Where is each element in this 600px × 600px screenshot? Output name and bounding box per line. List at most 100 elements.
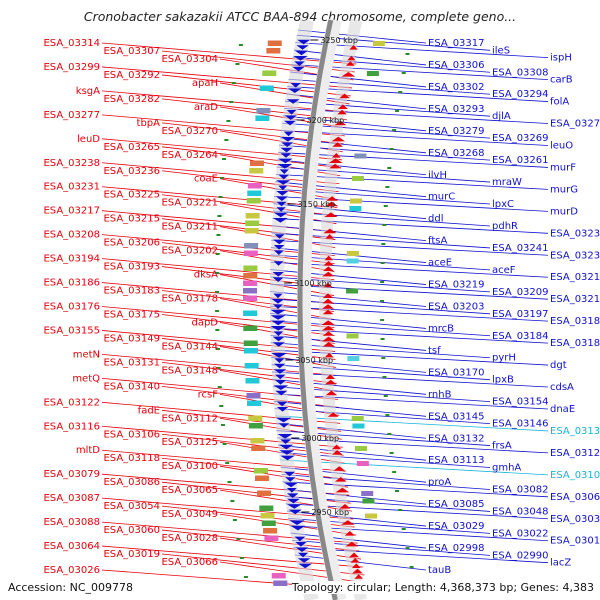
feature-marker [215,272,220,274]
label-connector [282,115,427,132]
forward-gene-label: ddl [428,214,443,225]
tick-label: 3100 kbp [294,279,332,288]
forward-gene-label: murF [550,162,576,173]
reverse-gene-label: ESA_03206 [103,238,160,249]
forward-gene-label: ESA_03279 [428,126,485,137]
reverse-gene-mark [322,271,335,277]
gene-labels: ESA_03314ESA_03307ESA_03304ESA_03299ESA_… [43,38,600,576]
reverse-gene-label: ESA_03026 [43,565,100,576]
forward-gene-mark [277,434,293,439]
label-connector [219,513,357,536]
forward-gene-mark [284,120,296,126]
label-connector [285,503,549,520]
reverse-gene-mark [332,142,343,147]
forward-gene-mark [273,261,284,266]
reverse-gene-label: ESA_03292 [103,70,160,81]
feature-marker [383,205,388,207]
forward-gene-mark [284,115,297,120]
annotation-block [361,491,374,496]
forward-gene-label: ESA_03029 [428,521,485,532]
annotation-block [364,513,377,519]
reverse-gene-mark [322,309,334,315]
label-connector [286,93,427,110]
label-connector [219,561,367,584]
forward-gene-mark [297,558,311,563]
forward-gene-label: carB [550,75,573,86]
forward-gene-label: lpxB [492,375,514,386]
reverse-gene-mark [326,196,338,201]
label-connector [277,437,549,454]
reverse-gene-label: ESA_03307 [103,46,160,57]
label-connector [274,195,549,212]
label-connector [270,349,549,366]
label-connector [275,181,427,198]
reverse-gene-mark [324,201,339,207]
reverse-gene-mark [324,212,338,217]
reverse-gene-mark [323,266,334,271]
forward-gene-mark [278,174,290,180]
reverse-gene-mark [322,342,335,347]
forward-gene-mark [286,110,297,115]
reverse-gene-mark [347,55,356,61]
forward-gene-label: ESA_03129 [550,448,600,459]
label-connector [297,29,427,44]
reverse-gene-label: araD [194,102,218,113]
forward-gene-mark [280,439,292,444]
label-connector [277,444,427,461]
reverse-gene-label: ESA_03264 [161,150,218,161]
feature-marker [220,424,225,426]
label-connector [101,401,341,424]
forward-gene-label: ESA_03132 [428,433,485,444]
reverse-gene-label: ESA_03231 [43,182,100,193]
annotation-block [243,288,258,294]
label-connector [101,521,358,544]
label-connector [275,173,549,190]
reverse-gene-mark [341,520,355,525]
annotation-block [246,393,261,399]
reverse-gene-label: ESA_03215 [103,214,160,225]
reverse-gene-label: ESA_03178 [161,294,218,305]
feature-marker [215,329,220,331]
feature-marker [398,509,403,511]
reverse-gene-mark [334,477,347,482]
forward-gene-label: ESA_03145 [428,411,485,422]
reverse-gene-mark [325,234,334,239]
forward-gene-mark [270,315,286,320]
feature-marker [392,471,397,473]
forward-gene-label: ESA_03048 [492,506,549,517]
forward-gene-mark [276,207,286,212]
label-connector [101,162,340,185]
label-connector [219,537,362,560]
forward-gene-label: ESA_03237 [550,228,600,239]
reverse-gene-label: fadE [138,405,160,416]
feature-marker [401,528,406,530]
forward-gene-mark [294,536,306,542]
feature-marker [401,72,406,74]
forward-gene-label: pdhR [492,221,518,232]
forward-gene-mark [273,331,284,336]
annotation-block [259,505,274,511]
forward-gene-label: ESA_03269 [492,133,549,144]
forward-gene-mark [284,482,299,488]
gene-features [215,39,419,590]
forward-gene-mark [275,374,286,380]
reverse-gene-mark [323,261,334,266]
forward-gene-mark [275,390,288,396]
feature-marker [215,348,220,350]
reverse-gene-label: ESA_03100 [161,461,218,472]
label-connector [273,400,427,417]
label-connector [101,282,335,304]
forward-gene-label: aceE [428,258,452,269]
forward-gene-label: ESA_03062 [550,492,600,503]
forward-gene-mark [276,180,291,185]
forward-gene-mark [273,239,286,245]
reverse-gene-label: ESA_03122 [43,397,100,408]
reverse-gene-label: ESA_03118 [103,453,160,464]
reverse-gene-label: ESA_03054 [103,501,160,512]
annotation-block [247,400,262,406]
forward-gene-mark [280,153,292,158]
label-connector [219,82,350,105]
reverse-gene-label: ESA_03088 [43,517,100,528]
forward-gene-label: murD [550,206,578,217]
reverse-gene-mark [328,158,343,163]
